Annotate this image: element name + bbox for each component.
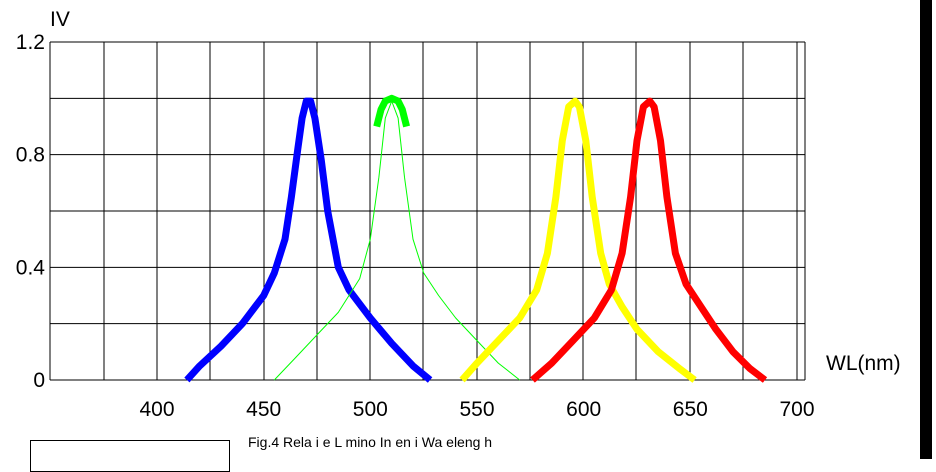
y-tick-label: 0.8 [16, 144, 45, 167]
figure-caption: Fig.4 Rela i e L mino In en i Wa eleng h [248, 434, 492, 450]
series-line-3 [459, 97, 697, 383]
chart-grid [49, 41, 806, 381]
y-tick-label: 0 [33, 369, 45, 392]
x-tick-label: 600 [566, 398, 601, 421]
series-line-4 [530, 97, 768, 383]
chart-series [184, 94, 768, 383]
y-tick-labels: 1.2 0.8 0.4 0 [16, 31, 46, 392]
series-line-0 [184, 97, 433, 383]
y-tick-label: 1.2 [16, 31, 45, 54]
legend-box-fragment [30, 440, 230, 472]
chart-canvas: 1.2 0.8 0.4 0 400 450 500 550 600 650 700 IV WL(n… [16, 8, 901, 450]
x-tick-label: 700 [779, 398, 814, 421]
x-tick-label: 650 [673, 398, 708, 421]
series-line-2 [373, 94, 410, 128]
x-axis-label: WL(nm) [826, 352, 901, 375]
x-tick-labels: 400 450 500 550 600 650 700 [139, 398, 814, 421]
right-edge-bar [920, 0, 932, 459]
y-axis-label: IV [50, 8, 70, 31]
x-tick-label: 450 [246, 398, 281, 421]
x-tick-label: 500 [353, 398, 388, 421]
x-tick-label: 550 [459, 398, 494, 421]
y-tick-label: 0.4 [16, 256, 46, 279]
series-line-1 [273, 100, 521, 381]
x-tick-label: 400 [139, 398, 174, 421]
